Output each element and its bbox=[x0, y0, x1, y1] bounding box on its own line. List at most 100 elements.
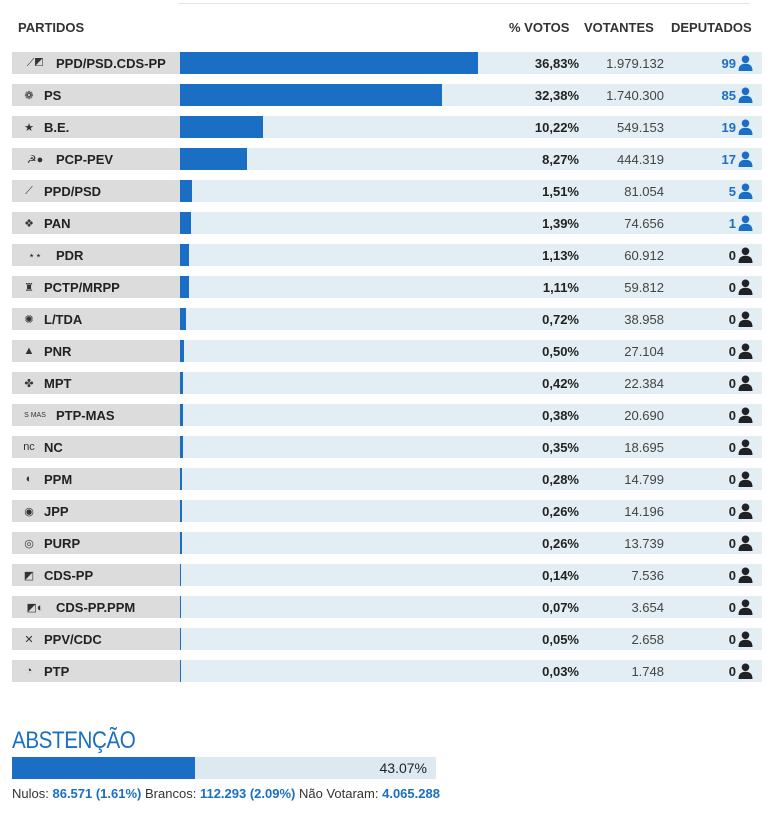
party-name: PURP bbox=[44, 535, 81, 551]
party-name-cell: ✤ MPT bbox=[12, 372, 180, 394]
vote-share-bar bbox=[180, 532, 182, 554]
party-name-cell: ⋆⋆ PDR bbox=[12, 244, 180, 266]
seat-count: 0 bbox=[728, 632, 736, 647]
party-name-cell: ◩◐ CDS-PP.PPM bbox=[12, 596, 180, 618]
voter-count: 59.812 bbox=[624, 280, 664, 295]
voter-count: 549.153 bbox=[617, 120, 664, 135]
vote-share-bar bbox=[180, 276, 189, 298]
seat-count: 0 bbox=[728, 408, 736, 423]
party-row[interactable]: ◐ PPM 0,28% 14.799 0 bbox=[12, 468, 762, 490]
mpt-clover-icon: ✤ bbox=[24, 377, 34, 390]
top-divider bbox=[178, 3, 750, 4]
voter-count: 1.748 bbox=[631, 664, 664, 679]
seat-count: 0 bbox=[728, 440, 736, 455]
seat-count[interactable]: 19 bbox=[721, 120, 736, 135]
vote-percent: 8,27% bbox=[542, 152, 579, 167]
party-row[interactable]: ⟋ PPD/PSD 1,51% 81.054 5 bbox=[12, 180, 762, 202]
party-name-cell: ⟋◩ PPD/PSD.CDS-PP bbox=[12, 52, 180, 74]
vote-share-bar bbox=[180, 52, 478, 74]
mrpp-icon: ♜ bbox=[24, 281, 34, 294]
party-name: PTP bbox=[44, 663, 70, 679]
vote-bar-track bbox=[180, 308, 504, 330]
party-row[interactable]: ✕ PPV/CDC 0,05% 2.658 0 bbox=[12, 628, 762, 650]
person-icon[interactable] bbox=[738, 183, 753, 199]
seat-count: 0 bbox=[728, 536, 736, 551]
ptp-logo-icon: ◔ bbox=[25, 665, 33, 677]
party-row[interactable]: ☭● PCP-PEV 8,27% 444.319 17 bbox=[12, 148, 762, 170]
person-icon bbox=[738, 407, 753, 423]
vote-share-bar bbox=[180, 596, 181, 618]
voter-count: 81.054 bbox=[624, 184, 664, 199]
party-name-cell: ◉ JPP bbox=[12, 500, 180, 522]
vote-bar-track bbox=[180, 340, 504, 362]
nc-logo-icon: nc bbox=[23, 441, 35, 453]
seat-count[interactable]: 5 bbox=[728, 184, 736, 199]
vote-percent: 0,05% bbox=[542, 632, 579, 647]
party-row[interactable]: ❁ PS 32,38% 1.740.300 85 bbox=[12, 84, 762, 106]
party-row[interactable]: ◩◐ CDS-PP.PPM 0,07% 3.654 0 bbox=[12, 596, 762, 618]
column-header-vote-percent: % VOTOS bbox=[509, 20, 570, 35]
pdr-stars-icon: ⋆⋆ bbox=[28, 249, 42, 262]
party-row[interactable]: ◔ PTP 0,03% 1.748 0 bbox=[12, 660, 762, 682]
party-name-cell: ♜ PCTP/MRPP bbox=[12, 276, 180, 298]
party-name-cell: ☭● PCP-PEV bbox=[12, 148, 180, 170]
party-row[interactable]: ♜ PCTP/MRPP 1,11% 59.812 0 bbox=[12, 276, 762, 298]
voter-count: 1.740.300 bbox=[606, 88, 664, 103]
party-name-cell: nc NC bbox=[12, 436, 180, 458]
voter-count: 14.799 bbox=[624, 472, 664, 487]
person-icon[interactable] bbox=[738, 215, 753, 231]
party-row[interactable]: ❖ PAN 1,39% 74.656 1 bbox=[12, 212, 762, 234]
vote-percent: 0,14% bbox=[542, 568, 579, 583]
party-name: PDR bbox=[56, 247, 84, 263]
person-icon[interactable] bbox=[738, 87, 753, 103]
party-row[interactable]: ◩ CDS-PP 0,14% 7.536 0 bbox=[12, 564, 762, 586]
column-header-deputies: DEPUTADOS bbox=[671, 20, 752, 35]
party-row[interactable]: ✤ MPT 0,42% 22.384 0 bbox=[12, 372, 762, 394]
cds-ppm-logo-icon: ◩◐ bbox=[26, 601, 44, 614]
psd-arrows-icon: ⟋ bbox=[25, 184, 33, 197]
seat-count[interactable]: 85 bbox=[721, 88, 736, 103]
seat-count[interactable]: 17 bbox=[721, 152, 736, 167]
party-row[interactable]: ◎ PURP 0,26% 13.739 0 bbox=[12, 532, 762, 554]
person-icon bbox=[738, 279, 753, 295]
person-icon bbox=[738, 471, 753, 487]
null-votes-label: Nulos: bbox=[12, 786, 49, 801]
party-name: PNR bbox=[44, 343, 72, 359]
vote-percent: 0,03% bbox=[542, 664, 579, 679]
voter-count: 1.979.132 bbox=[606, 56, 664, 71]
person-icon bbox=[738, 631, 753, 647]
abstention-bar-track: 43.07% bbox=[12, 757, 436, 779]
voter-count: 74.656 bbox=[624, 216, 664, 231]
person-icon bbox=[738, 311, 753, 327]
party-row[interactable]: S MAS PTP-MAS 0,38% 20.690 0 bbox=[12, 404, 762, 426]
voter-count: 18.695 bbox=[624, 440, 664, 455]
party-row[interactable]: ★ B.E. 10,22% 549.153 19 bbox=[12, 116, 762, 138]
party-row[interactable]: ✺ L/TDA 0,72% 38.958 0 bbox=[12, 308, 762, 330]
seat-count[interactable]: 99 bbox=[721, 56, 736, 71]
party-name: PPD/PSD bbox=[44, 183, 102, 199]
vote-share-bar bbox=[180, 308, 186, 330]
party-name: PS bbox=[44, 87, 62, 103]
party-name: NC bbox=[44, 439, 63, 455]
party-name-cell: ★ B.E. bbox=[12, 116, 180, 138]
seat-count: 0 bbox=[728, 312, 736, 327]
voter-count: 7.536 bbox=[631, 568, 664, 583]
party-name-cell: ◩ CDS-PP bbox=[12, 564, 180, 586]
seat-count: 0 bbox=[728, 344, 736, 359]
person-icon bbox=[738, 343, 753, 359]
pnr-flame-icon: ▲ bbox=[23, 345, 35, 357]
seat-count[interactable]: 1 bbox=[728, 216, 736, 231]
person-icon[interactable] bbox=[738, 55, 753, 71]
party-row[interactable]: ⟋◩ PPD/PSD.CDS-PP 36,83% 1.979.132 99 bbox=[12, 52, 762, 74]
vote-share-bar bbox=[180, 436, 183, 458]
voter-count: 60.912 bbox=[624, 248, 664, 263]
party-name: PTP-MAS bbox=[56, 407, 115, 423]
party-name-cell: ▲ PNR bbox=[12, 340, 180, 362]
person-icon[interactable] bbox=[738, 151, 753, 167]
blank-votes-value: 112.293 (2.09%) bbox=[199, 786, 296, 801]
person-icon[interactable] bbox=[738, 119, 753, 135]
party-row[interactable]: ⋆⋆ PDR 1,13% 60.912 0 bbox=[12, 244, 762, 266]
party-row[interactable]: ◉ JPP 0,26% 14.196 0 bbox=[12, 500, 762, 522]
party-row[interactable]: ▲ PNR 0,50% 27.104 0 bbox=[12, 340, 762, 362]
party-row[interactable]: nc NC 0,35% 18.695 0 bbox=[12, 436, 762, 458]
